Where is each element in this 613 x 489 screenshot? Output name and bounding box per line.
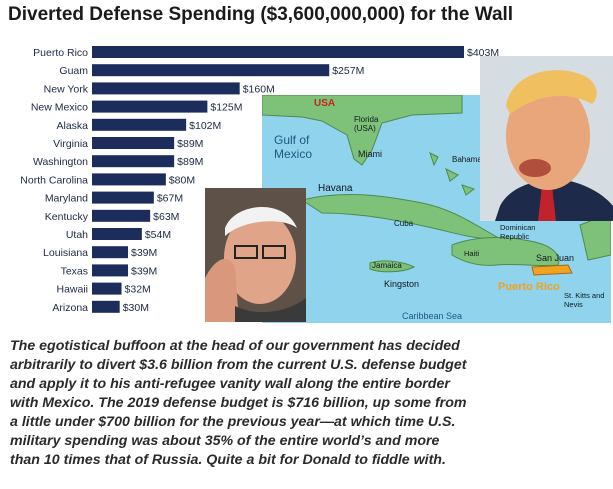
portrait-drawing-left [205, 188, 306, 322]
category-label-kentucky: Kentucky [45, 211, 89, 223]
category-label-washington: Washington [33, 156, 88, 168]
category-label-new-mexico: New Mexico [31, 102, 88, 114]
category-label-north-carolina: North Carolina [20, 174, 88, 186]
bar-alaska [92, 118, 187, 131]
caption-line: a little under $700 billion for the prev… [10, 414, 456, 430]
caption-line: military spending was about 35% of the e… [10, 433, 440, 449]
value-label-guam: $257M [332, 65, 364, 77]
map-label-caribbean-sea: Caribbean Sea [402, 311, 463, 321]
map-drawing [262, 95, 611, 276]
bar-new-york [92, 82, 240, 95]
map-label-florida: Florida (USA) [354, 115, 379, 133]
value-label-new-york: $160M [243, 83, 275, 95]
category-label-hawaii: Hawaii [56, 284, 88, 296]
value-label-north-carolina: $80M [169, 174, 195, 186]
category-label-new-york: New York [44, 83, 89, 95]
value-label-virginia: $89M [177, 138, 203, 150]
value-label-kentucky: $63M [153, 211, 179, 223]
bar-washington [92, 155, 175, 168]
bar-utah [92, 228, 142, 240]
caption-text: The egotistical buffoon at the head of o… [10, 337, 608, 470]
bar-puerto-rico [92, 46, 464, 58]
map-label-st-kitts-and-nevis: St. Kitts and Nevis [564, 291, 605, 309]
map-label-dominican-republic: Dominican Republic [500, 223, 536, 241]
map-label-miami: Miami [358, 149, 382, 159]
value-label-alaska: $102M [189, 120, 221, 132]
caption-line: and apply it to his anti-refugee vanity … [10, 376, 450, 392]
bar-kentucky [92, 209, 151, 222]
category-label-arizona: Arizona [52, 302, 88, 314]
portrait-photo-right [480, 56, 613, 221]
category-label-puerto-rico: Puerto Rico [33, 47, 88, 59]
category-label-louisiana: Louisiana [43, 247, 88, 259]
value-label-new-mexico: $125M [210, 102, 242, 114]
bar-guam [92, 64, 330, 77]
chart-title: Diverted Defense Spending ($3,600,000,00… [8, 4, 514, 25]
map-label-puerto-rico: Puerto Rico [498, 281, 560, 293]
map-label-gulf-of-mexico: Gulf of Mexico [274, 133, 313, 161]
category-label-utah: Utah [66, 229, 88, 241]
value-label-washington: $89M [177, 156, 203, 168]
map-label-cuba: Cuba [394, 219, 414, 228]
map-label-usa: USA [314, 98, 336, 109]
caption-line: arbitrarily to divert $3.6 billion from … [10, 357, 467, 373]
map-label-san-juan: San Juan [536, 253, 575, 263]
category-label-virginia: Virginia [53, 138, 88, 150]
bar-hawaii [92, 282, 122, 295]
bar-texas [92, 264, 128, 277]
bar-maryland [92, 191, 154, 204]
value-label-maryland: $67M [157, 193, 183, 205]
value-label-louisiana: $39M [131, 247, 157, 259]
map-label-jamaica: Jamaica [372, 261, 402, 270]
map-label-haiti: Haiti [464, 249, 480, 258]
map-label-kingston: Kingston [384, 279, 420, 289]
map-label-havana: Havana [318, 183, 353, 194]
category-label-alaska: Alaska [56, 120, 88, 132]
caption-line: with Mexico. The 2019 defense budget is … [10, 395, 467, 411]
bar-north-carolina [92, 173, 166, 186]
portrait-photo-left [205, 188, 306, 322]
category-label-maryland: Maryland [45, 193, 88, 205]
value-label-arizona: $30M [123, 302, 149, 314]
category-label-guam: Guam [59, 65, 88, 77]
caption-line: The egotistical buffoon at the head of o… [10, 338, 460, 354]
value-label-hawaii: $32M [125, 284, 151, 296]
value-label-utah: $54M [145, 229, 171, 241]
portrait-drawing-right [480, 56, 613, 221]
bar-virginia [92, 137, 175, 149]
bar-arizona [92, 300, 120, 313]
category-label-texas: Texas [61, 265, 88, 277]
map-label-bahamas: Bahamas [452, 155, 486, 164]
bar-louisiana [92, 246, 128, 259]
value-label-texas: $39M [131, 265, 157, 277]
caption-line: than 10 times that of Russia. Quite a bi… [10, 452, 446, 468]
bar-new-mexico [92, 100, 208, 113]
